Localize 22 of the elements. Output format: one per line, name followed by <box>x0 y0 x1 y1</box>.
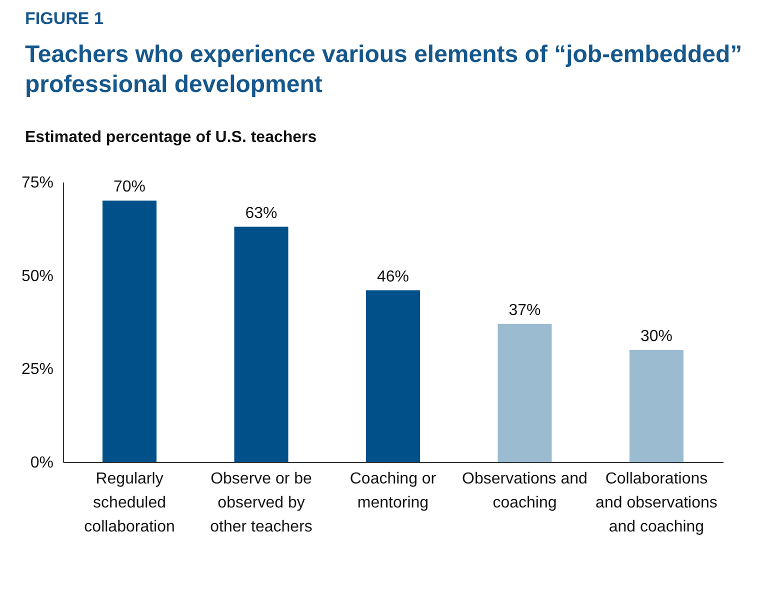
y-axis-title: Estimated percentage of U.S. teachers <box>25 129 317 146</box>
x-tick-label: Regularly scheduled collaboration <box>84 470 175 536</box>
bar <box>234 226 288 462</box>
y-tick-label: 0% <box>30 454 54 472</box>
x-tick-label: Observe or be observed by other teachers <box>210 470 312 536</box>
bar <box>102 200 157 462</box>
y-tick-label: 50% <box>21 268 54 285</box>
x-tick-label: Observations and coaching <box>462 470 588 512</box>
data-label: 46% <box>376 268 410 286</box>
bar <box>498 324 552 462</box>
data-label: 30% <box>640 328 672 345</box>
caption: FIGURE 1 <box>25 9 104 28</box>
chart-title: Teachers who experience various elements of “job-embedded” professional development <box>25 41 742 98</box>
data-label: 63% <box>245 204 278 222</box>
bar <box>366 290 420 462</box>
y-tick-label: 25% <box>21 361 54 378</box>
bar <box>629 350 684 462</box>
y-tick-label: 75% <box>21 174 54 192</box>
x-tick-label: Coaching or mentoring <box>350 470 437 512</box>
data-label: 70% <box>114 178 146 196</box>
data-label: 37% <box>508 302 541 319</box>
x-tick-label: Collaborations and observations and coaching <box>596 470 718 536</box>
